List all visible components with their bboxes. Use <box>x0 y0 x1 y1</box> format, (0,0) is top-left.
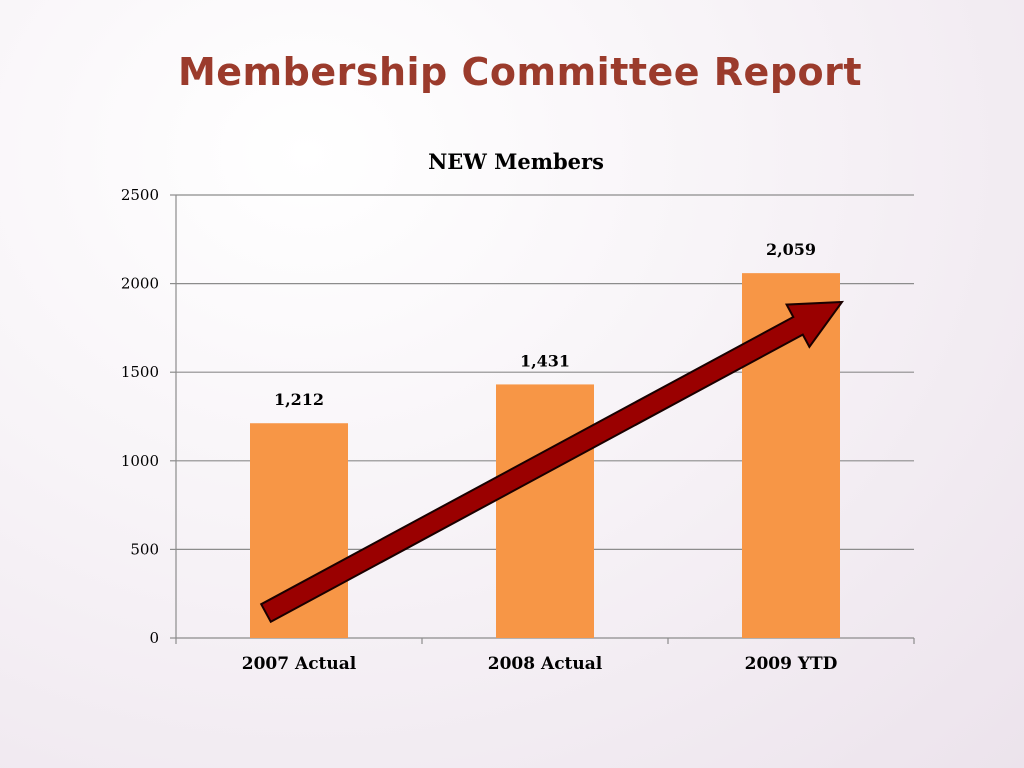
y-tick-label: 2000 <box>121 275 159 293</box>
y-tick-label: 0 <box>149 629 159 647</box>
slide-title: Membership Committee Report <box>177 50 863 94</box>
data-label: 1,431 <box>520 351 570 370</box>
x-category-label: 2007 Actual <box>242 654 357 674</box>
data-label: 1,212 <box>274 390 324 409</box>
x-category-label: 2008 Actual <box>488 654 603 674</box>
y-tick-label: 1000 <box>121 452 159 470</box>
y-tick-label: 1500 <box>121 363 159 381</box>
y-tick-label: 500 <box>130 540 159 558</box>
trend-arrow <box>259 300 845 624</box>
upward-trend-arrow <box>259 300 845 624</box>
data-labels: 2007 Actual 1,212 2008 Actual 1,431 2009 YTD… <box>242 240 838 674</box>
chart-title: NEW Members <box>428 149 604 174</box>
data-label: 2,059 <box>766 240 816 259</box>
x-category-label: 2009 YTD <box>745 654 838 674</box>
bar-2 <box>496 384 594 638</box>
y-tick-label: 2500 <box>121 186 159 204</box>
